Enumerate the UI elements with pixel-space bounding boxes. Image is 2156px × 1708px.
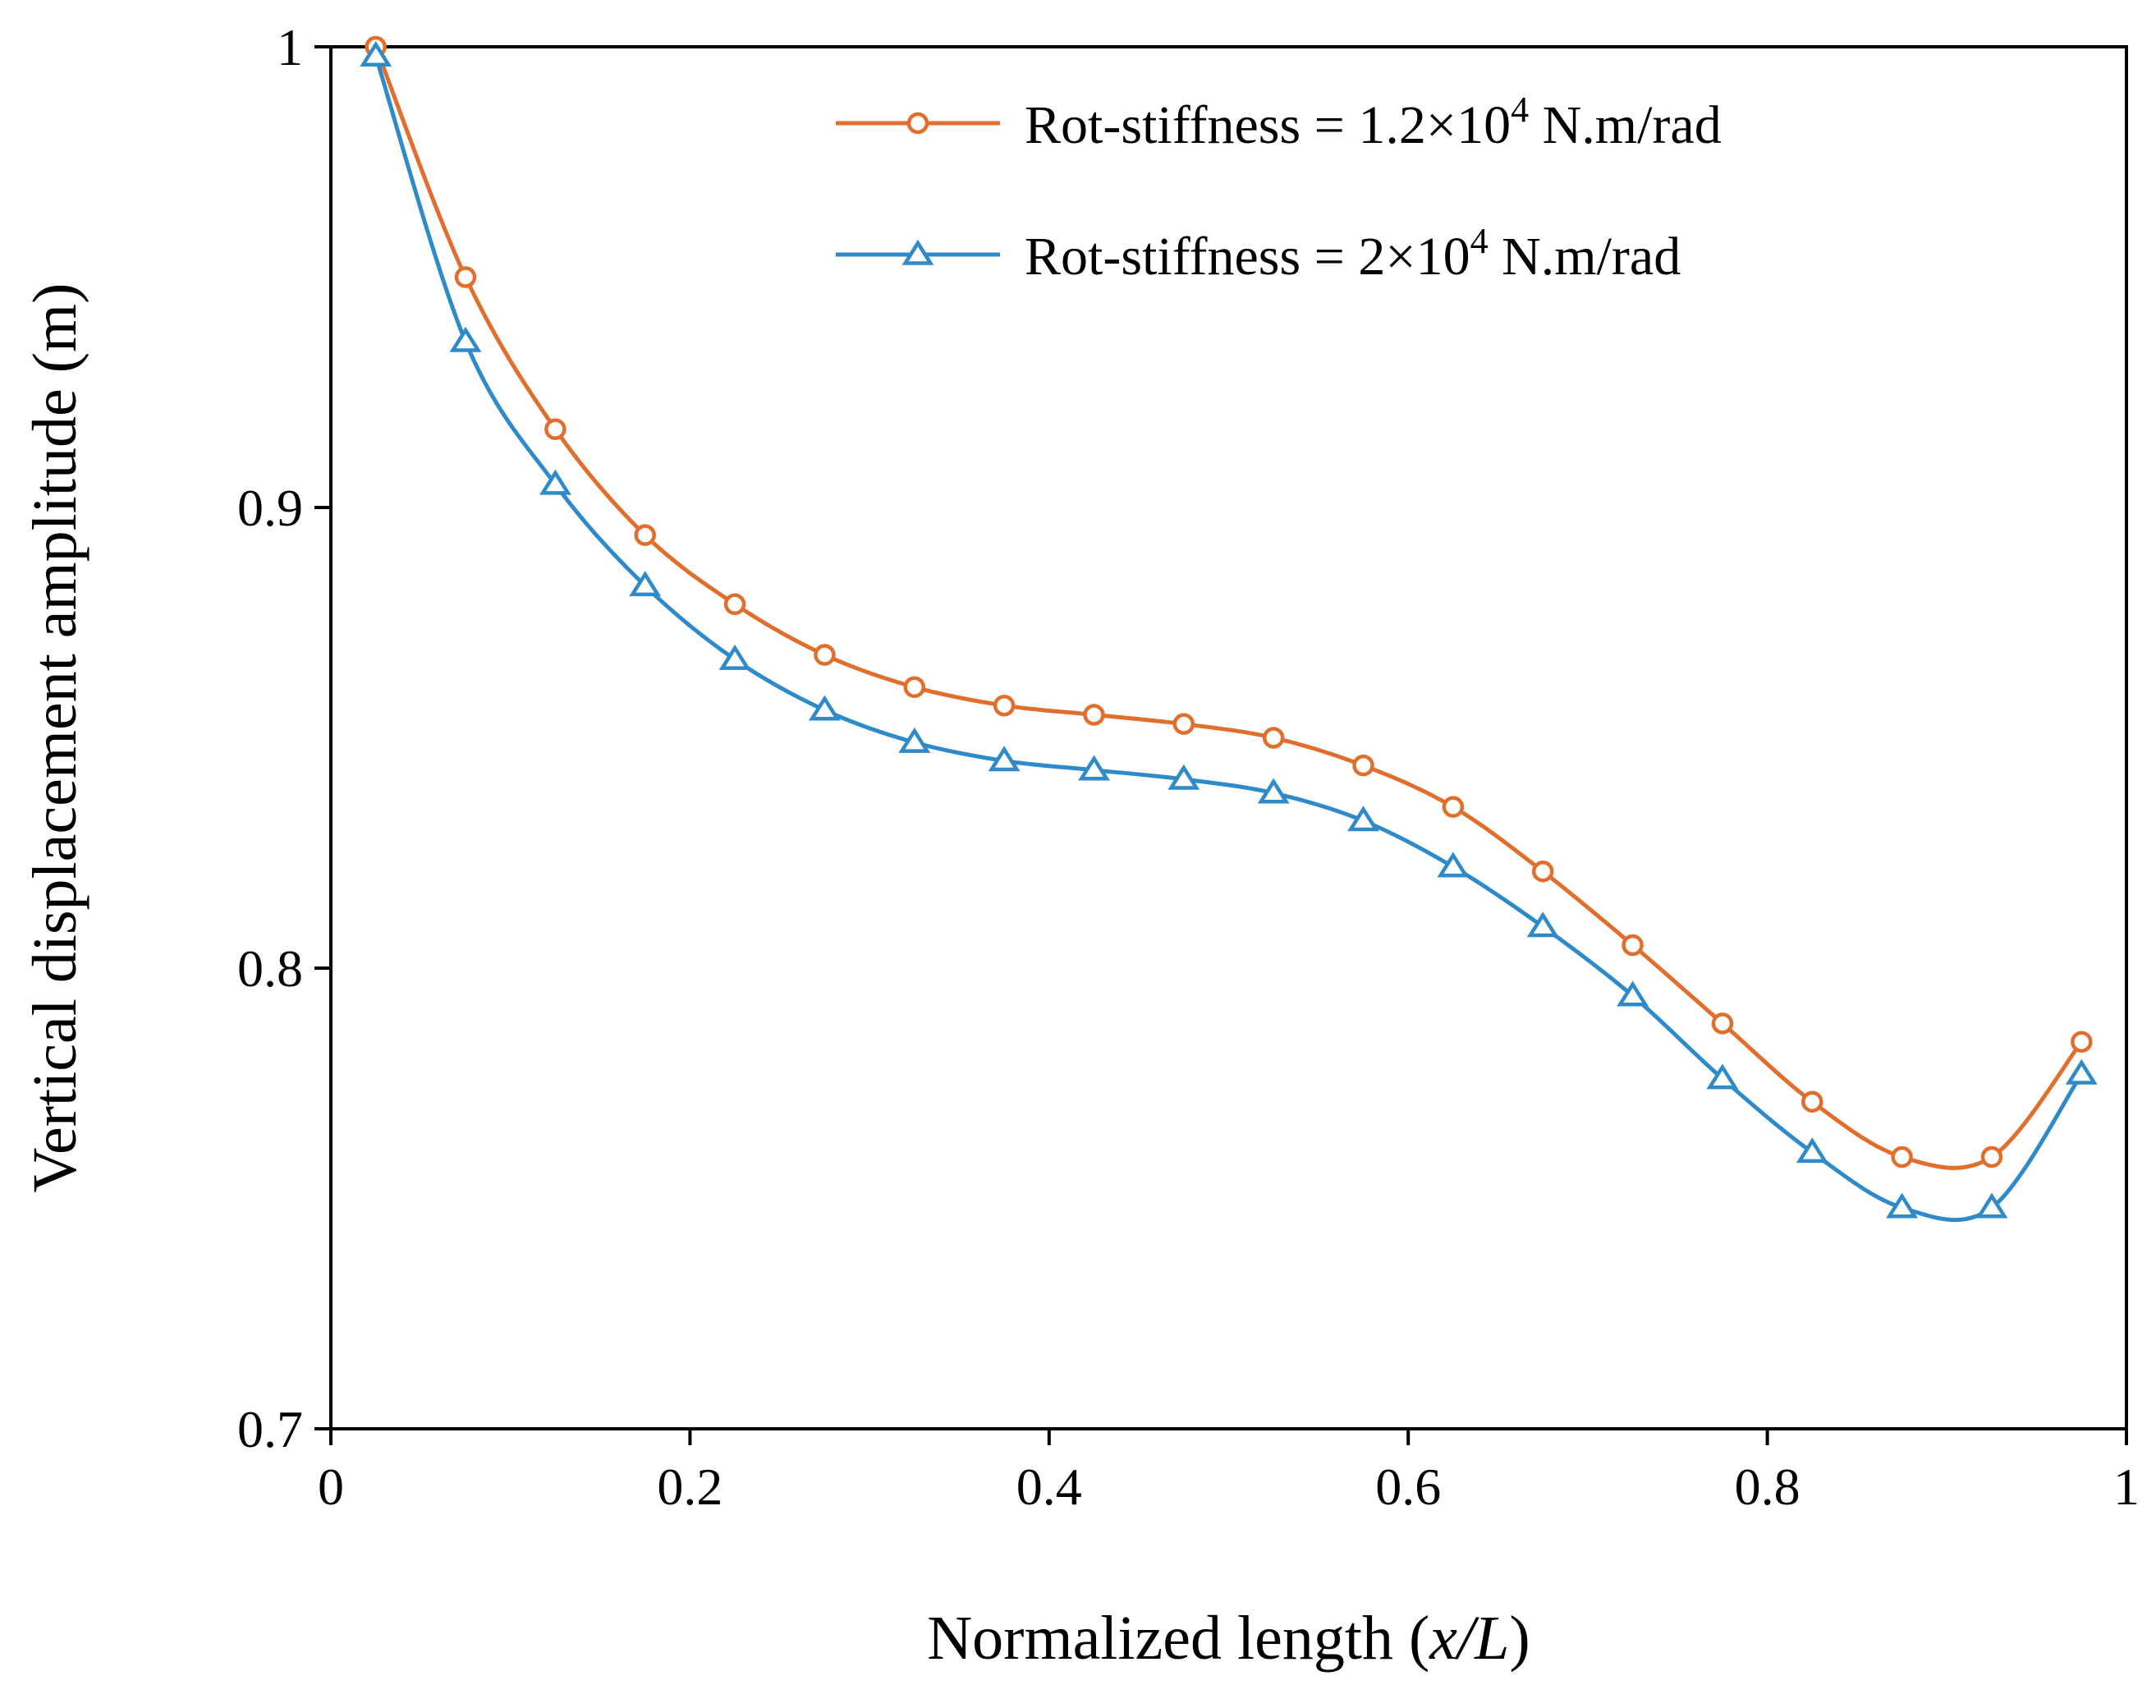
series-1-point xyxy=(1083,704,1105,726)
legend-label-prefix: Rot-stiffness = xyxy=(1025,227,1358,287)
series-2-point xyxy=(1706,1063,1739,1090)
x-axis-title-close: ) xyxy=(1509,1604,1530,1673)
y-tick-label: 1 xyxy=(277,18,303,76)
x-tick-label: 0.2 xyxy=(657,1458,722,1516)
legend-label: Rot-stiffness = 2×104 N.m/rad xyxy=(1025,221,1681,287)
series-1-point xyxy=(1172,713,1195,735)
series-1-point xyxy=(1891,1146,1913,1169)
plot-frame xyxy=(329,45,2128,1430)
legend-label: Rot-stiffness = 1.2×104 N.m/rad xyxy=(1025,90,1722,155)
legend-marker xyxy=(901,239,934,265)
series-2-point xyxy=(449,326,482,352)
series-2-point xyxy=(1167,764,1200,790)
series-1-point xyxy=(544,418,567,440)
y-tick-label: 0.7 xyxy=(237,1400,303,1458)
series-1-point xyxy=(1622,934,1644,957)
series-1-point xyxy=(454,266,477,288)
series-2-point xyxy=(360,40,392,67)
legend-entry-1: Rot-stiffness = 1.2×104 N.m/rad xyxy=(836,90,1722,155)
series-1-point xyxy=(1980,1146,2003,1169)
x-axis-title-text: Normalized length ( xyxy=(927,1604,1429,1673)
series-1-point xyxy=(1801,1090,1823,1113)
series-2-point xyxy=(1796,1137,1828,1164)
x-tick-label: 0.6 xyxy=(1375,1458,1441,1516)
legend: Rot-stiffness = 1.2×104 N.m/radRot-stiff… xyxy=(836,90,1722,287)
legend-label-exponent: 4 xyxy=(1470,221,1489,261)
series-2-point xyxy=(629,571,662,597)
x-axis-title-variable: x/L xyxy=(1429,1604,1509,1673)
series-1-point xyxy=(1352,754,1374,777)
series-1-point xyxy=(1262,727,1285,749)
legend-label-unit: N.m/rad xyxy=(1489,227,1681,287)
series-1-point xyxy=(634,524,656,546)
series-2-point xyxy=(1347,806,1379,832)
series-1-point xyxy=(1442,796,1465,818)
x-tick-label: 1 xyxy=(2113,1458,2140,1516)
series-2-point xyxy=(718,644,751,670)
series-2-point xyxy=(1617,980,1649,1007)
series-1-point xyxy=(1531,860,1554,883)
x-tick-label: 0.8 xyxy=(1735,1458,1800,1516)
series-2 xyxy=(360,40,2098,1223)
legend-label-exponent: 4 xyxy=(1511,90,1529,130)
legend-entry-2: Rot-stiffness = 2×104 N.m/rad xyxy=(836,221,1681,287)
axes: 0.7 0.8 0.9 1 0 0.2 0.4 0.6 0.8 1 Normalized lengt… xyxy=(21,18,2140,1673)
series-2-point xyxy=(1078,755,1110,781)
series-1-line xyxy=(374,46,2084,1170)
series-2-point xyxy=(2065,1058,2098,1085)
series-2-point xyxy=(898,727,931,753)
y-tick-label: 0.8 xyxy=(237,939,303,998)
legend-label-unit: N.m/rad xyxy=(1529,95,1722,155)
series-layer xyxy=(360,35,2098,1223)
series-2-point xyxy=(1257,778,1290,804)
legend-label-base: 2×10 xyxy=(1358,227,1470,287)
y-axis-title: Vertical displacement amplitude (m) xyxy=(21,283,89,1193)
series-1-point xyxy=(1711,1012,1734,1035)
x-tick-label: 0.4 xyxy=(1016,1458,1082,1516)
series-1-point xyxy=(814,644,836,666)
series-2-point xyxy=(1975,1192,2008,1219)
series-1-point xyxy=(723,593,746,616)
series-2-point xyxy=(1437,852,1470,878)
x-axis-title: Normalized length (x/L) xyxy=(927,1604,1530,1673)
series-2-point xyxy=(988,746,1021,772)
series-2-point xyxy=(1526,911,1559,938)
legend-label-base: 1.2×10 xyxy=(1358,95,1511,155)
series-1-point xyxy=(993,694,1016,717)
y-tick-label: 0.9 xyxy=(237,479,303,537)
series-1-point xyxy=(2071,1031,2093,1054)
series-2-point xyxy=(1886,1192,1919,1219)
x-tick-label: 0 xyxy=(318,1458,344,1516)
series-2-point xyxy=(539,469,571,495)
series-2-point xyxy=(808,695,841,721)
legend-marker xyxy=(906,112,929,135)
legend-label-prefix: Rot-stiffness = xyxy=(1025,95,1358,155)
series-1-point xyxy=(903,676,926,699)
